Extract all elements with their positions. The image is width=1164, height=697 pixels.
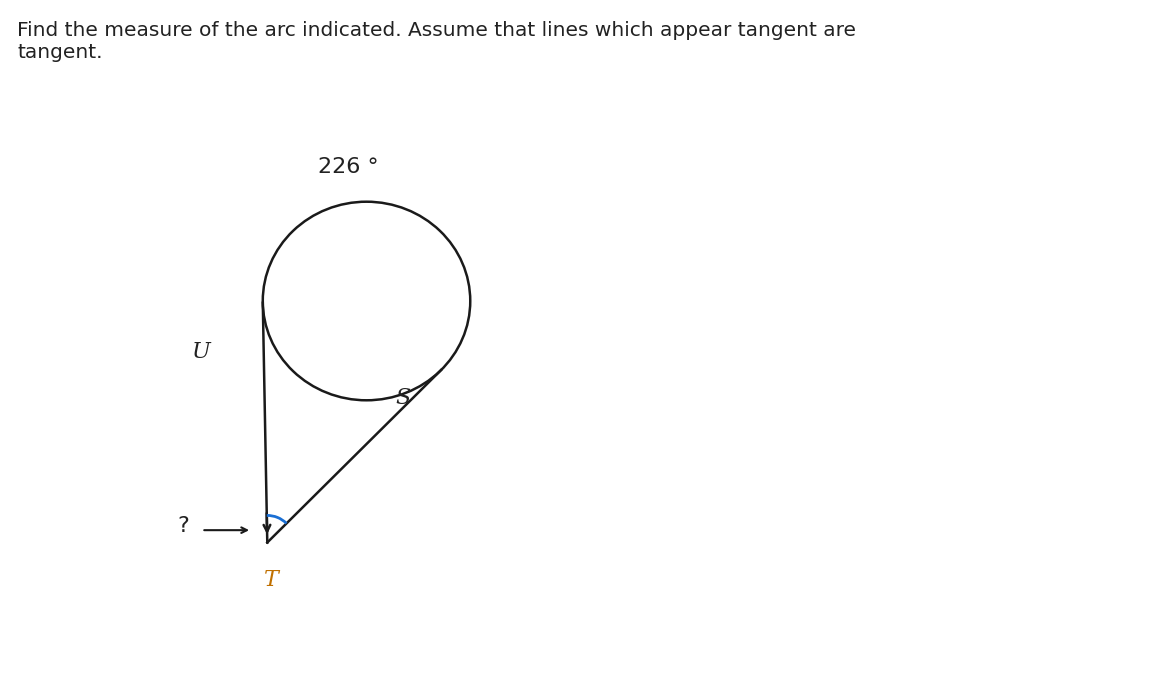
Text: T: T: [264, 569, 279, 591]
Text: S: S: [395, 387, 410, 408]
Text: 226 °: 226 °: [318, 157, 378, 177]
Text: Find the measure of the arc indicated. Assume that lines which appear tangent ar: Find the measure of the arc indicated. A…: [17, 21, 857, 62]
Text: U: U: [192, 341, 211, 363]
Text: ?: ?: [178, 516, 190, 537]
